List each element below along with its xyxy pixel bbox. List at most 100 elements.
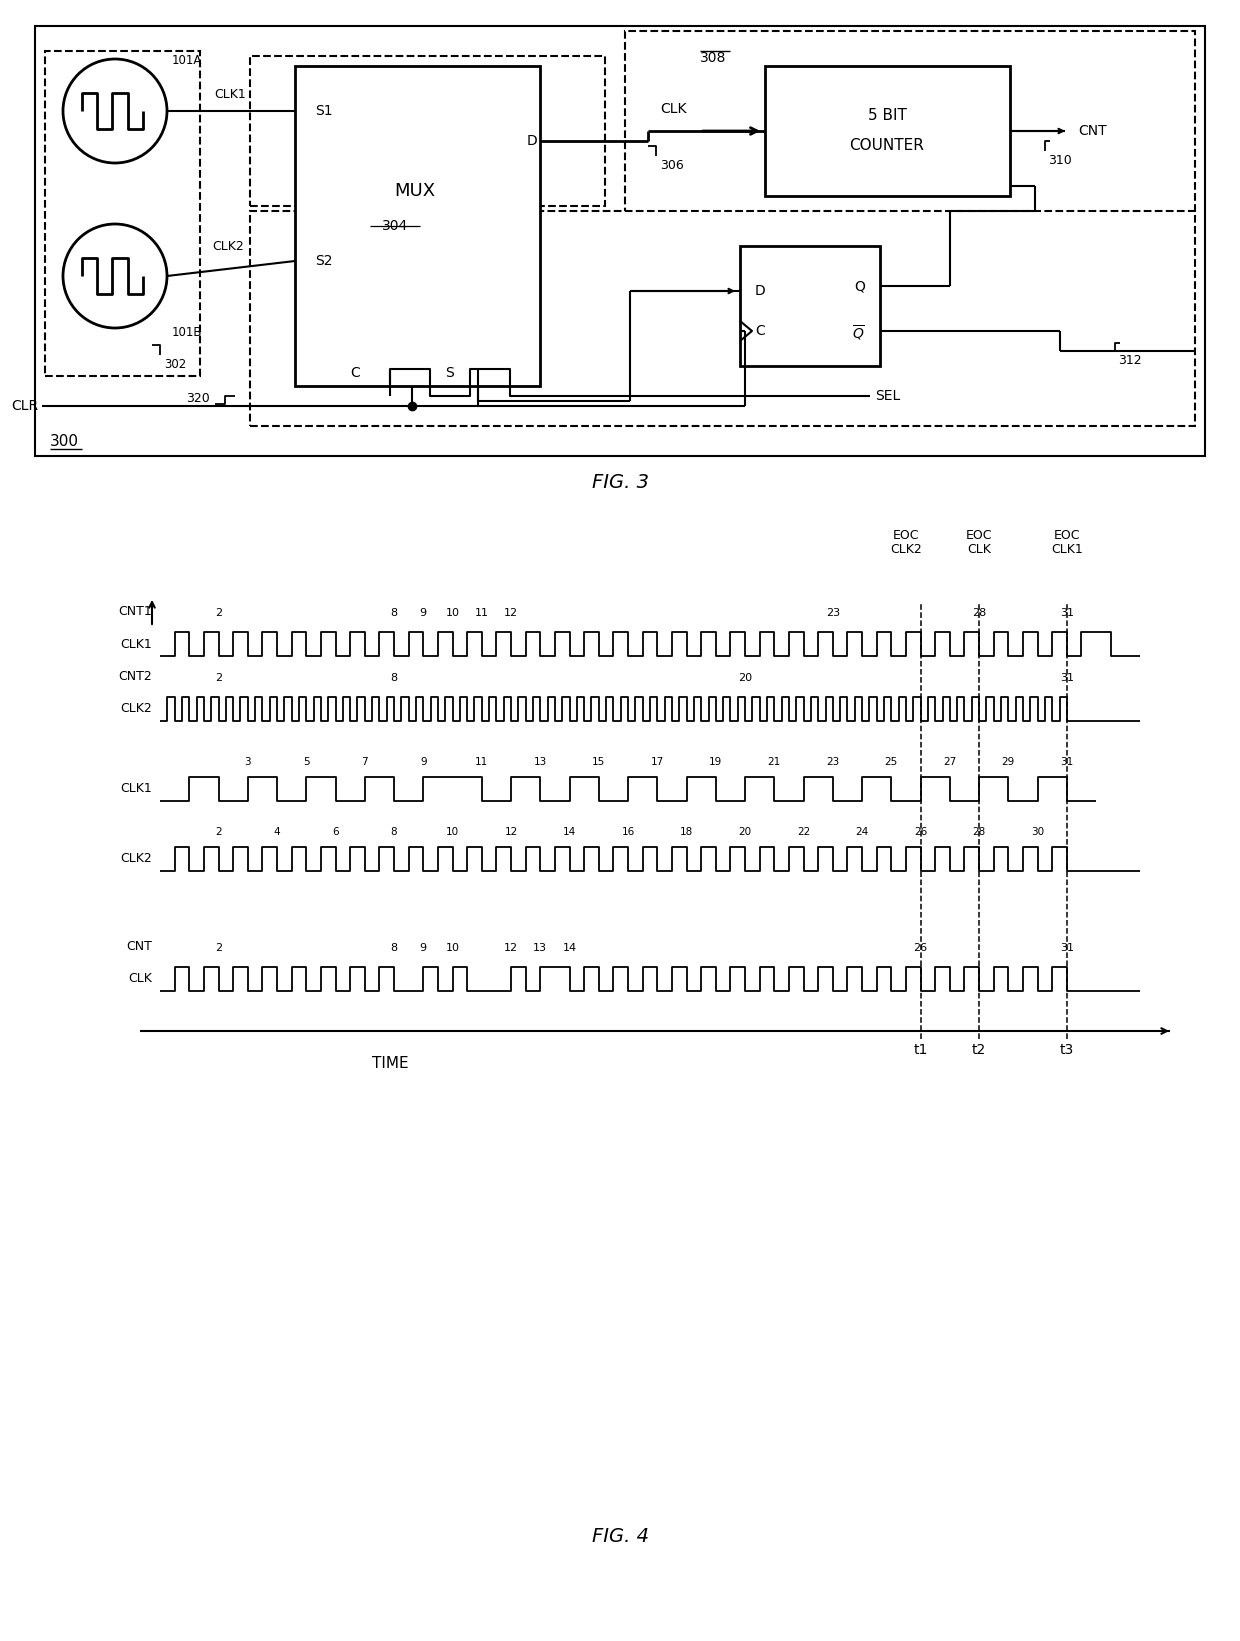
Text: 2: 2 [215, 673, 222, 683]
Text: CLK1: CLK1 [120, 783, 153, 796]
Text: 23: 23 [826, 609, 839, 619]
Text: S: S [445, 366, 454, 381]
Text: CNT: CNT [1078, 125, 1106, 138]
Text: SEL: SEL [875, 389, 900, 404]
Text: 101A: 101A [172, 54, 202, 67]
Text: EOC: EOC [1054, 528, 1080, 542]
Text: 17: 17 [651, 757, 663, 766]
Text: 10: 10 [446, 827, 459, 837]
Text: 5: 5 [303, 757, 310, 766]
Text: CLK2: CLK2 [120, 702, 153, 715]
Text: t1: t1 [914, 1044, 928, 1057]
Text: CLR: CLR [11, 399, 38, 414]
Text: CLK1: CLK1 [120, 637, 153, 650]
Text: 20: 20 [738, 673, 753, 683]
Text: 2: 2 [216, 827, 222, 837]
Text: COUNTER: COUNTER [849, 138, 925, 154]
Text: 302: 302 [164, 358, 186, 371]
Text: Q: Q [854, 279, 866, 294]
Text: CLK1: CLK1 [1052, 543, 1083, 556]
Text: 26: 26 [914, 827, 928, 837]
Text: 101B: 101B [172, 327, 202, 340]
Text: 3: 3 [244, 757, 250, 766]
Text: EOC: EOC [893, 528, 919, 542]
Text: 28: 28 [972, 609, 986, 619]
Text: 300: 300 [50, 433, 79, 450]
Text: 18: 18 [680, 827, 693, 837]
Text: D: D [755, 284, 766, 299]
Text: t2: t2 [972, 1044, 986, 1057]
Text: 31: 31 [1060, 673, 1074, 683]
Text: CLK2: CLK2 [212, 240, 244, 253]
Text: $\overline{Q}$: $\overline{Q}$ [852, 323, 866, 343]
Text: 31: 31 [1060, 944, 1074, 953]
Text: CLK1: CLK1 [215, 89, 246, 102]
Text: MUX: MUX [394, 182, 435, 200]
Bar [765, 66, 1011, 195]
Text: 19: 19 [709, 757, 723, 766]
Text: 13: 13 [533, 944, 547, 953]
Text: C: C [350, 366, 360, 381]
Text: CNT2: CNT2 [118, 670, 153, 683]
Bar [250, 212, 1195, 427]
Text: 12: 12 [505, 827, 517, 837]
Bar [250, 56, 605, 207]
Text: 11: 11 [475, 757, 489, 766]
Text: 9: 9 [420, 757, 427, 766]
Text: CLK2: CLK2 [890, 543, 921, 556]
Text: CLK2: CLK2 [120, 853, 153, 865]
Text: FIG. 4: FIG. 4 [591, 1526, 649, 1546]
Text: 31: 31 [1060, 757, 1074, 766]
Text: 8: 8 [391, 827, 397, 837]
Text: 8: 8 [391, 609, 398, 619]
Text: 30: 30 [1030, 827, 1044, 837]
Text: 320: 320 [186, 392, 210, 404]
Text: 11: 11 [475, 609, 489, 619]
Bar [740, 246, 880, 366]
Text: 14: 14 [563, 827, 577, 837]
Text: EOC: EOC [966, 528, 992, 542]
Text: 10: 10 [445, 944, 460, 953]
Text: 25: 25 [884, 757, 898, 766]
Text: 12: 12 [503, 609, 518, 619]
Text: 312: 312 [1118, 354, 1142, 368]
Text: 12: 12 [503, 944, 518, 953]
Text: D: D [527, 135, 538, 148]
Text: 306: 306 [660, 159, 683, 172]
Text: 14: 14 [563, 944, 577, 953]
Text: 6: 6 [332, 827, 339, 837]
Text: 20: 20 [739, 827, 751, 837]
Text: CLK: CLK [967, 543, 991, 556]
Bar [625, 31, 1195, 217]
Text: 16: 16 [621, 827, 635, 837]
Text: FIG. 3: FIG. 3 [591, 474, 649, 492]
Text: S2: S2 [315, 254, 332, 267]
Bar [35, 26, 1205, 456]
Text: 8: 8 [391, 944, 398, 953]
Text: 15: 15 [593, 757, 605, 766]
Text: 24: 24 [856, 827, 869, 837]
Text: 310: 310 [1048, 154, 1071, 167]
Text: CLK: CLK [660, 102, 687, 117]
Text: 28: 28 [972, 827, 986, 837]
Text: 5 BIT: 5 BIT [868, 108, 906, 123]
Text: 2: 2 [215, 944, 222, 953]
Text: 29: 29 [1002, 757, 1016, 766]
Text: 21: 21 [768, 757, 781, 766]
Text: 22: 22 [797, 827, 810, 837]
Text: 27: 27 [944, 757, 956, 766]
Text: C: C [755, 323, 765, 338]
Text: 23: 23 [826, 757, 839, 766]
Text: CLK: CLK [128, 973, 153, 986]
Text: 31: 31 [1060, 609, 1074, 619]
Bar [295, 66, 539, 386]
Bar [45, 51, 200, 376]
Text: 4: 4 [274, 827, 280, 837]
Text: 13: 13 [533, 757, 547, 766]
Text: 8: 8 [391, 673, 398, 683]
Text: 2: 2 [215, 609, 222, 619]
Text: TIME: TIME [372, 1057, 408, 1072]
Text: CNT: CNT [126, 940, 153, 953]
Text: 304: 304 [382, 218, 408, 233]
Text: 308: 308 [701, 51, 727, 66]
